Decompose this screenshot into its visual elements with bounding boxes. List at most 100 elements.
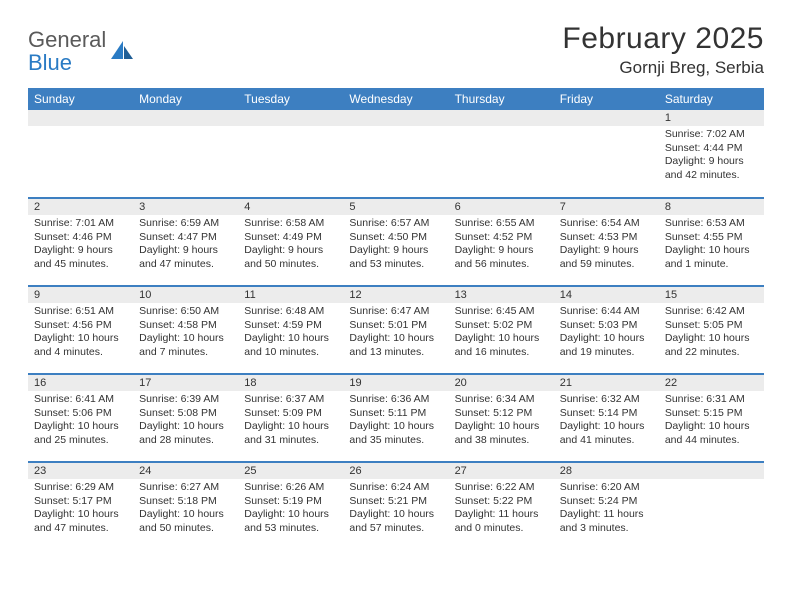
daylight-text: Daylight: 11 hours and 3 minutes. [560,508,653,535]
day-details: Sunrise: 6:51 AMSunset: 4:56 PMDaylight:… [28,303,133,364]
day-number: 19 [343,375,448,391]
daylight-text: Daylight: 10 hours and 16 minutes. [455,332,548,359]
day-number: 20 [449,375,554,391]
day-number [343,110,448,126]
sunset-text: Sunset: 4:49 PM [244,231,337,245]
sunset-text: Sunset: 5:17 PM [34,495,127,509]
sunrise-text: Sunrise: 6:26 AM [244,481,337,495]
sunrise-text: Sunrise: 6:50 AM [139,305,232,319]
location: Gornji Breg, Serbia [562,58,764,78]
day-number: 2 [28,199,133,215]
sunset-text: Sunset: 4:58 PM [139,319,232,333]
month-title: February 2025 [562,22,764,56]
sunset-text: Sunset: 5:22 PM [455,495,548,509]
day-number: 21 [554,375,659,391]
calendar-cell: 2Sunrise: 7:01 AMSunset: 4:46 PMDaylight… [28,198,133,286]
sunrise-text: Sunrise: 6:22 AM [455,481,548,495]
day-details [554,126,659,132]
day-header: Wednesday [343,88,448,110]
sunset-text: Sunset: 5:12 PM [455,407,548,421]
day-details: Sunrise: 6:27 AMSunset: 5:18 PMDaylight:… [133,479,238,540]
day-number [133,110,238,126]
daylight-text: Daylight: 11 hours and 0 minutes. [455,508,548,535]
day-number: 27 [449,463,554,479]
day-number: 22 [659,375,764,391]
sunset-text: Sunset: 4:47 PM [139,231,232,245]
day-number: 18 [238,375,343,391]
day-details: Sunrise: 6:59 AMSunset: 4:47 PMDaylight:… [133,215,238,276]
sunrise-text: Sunrise: 6:55 AM [455,217,548,231]
calendar-cell: 12Sunrise: 6:47 AMSunset: 5:01 PMDayligh… [343,286,448,374]
day-number: 9 [28,287,133,303]
sunset-text: Sunset: 5:03 PM [560,319,653,333]
day-number: 11 [238,287,343,303]
calendar-cell [554,110,659,198]
daylight-text: Daylight: 9 hours and 42 minutes. [665,155,758,182]
day-number: 8 [659,199,764,215]
day-details: Sunrise: 6:32 AMSunset: 5:14 PMDaylight:… [554,391,659,452]
daylight-text: Daylight: 10 hours and 38 minutes. [455,420,548,447]
header: General Blue February 2025 Gornji Breg, … [28,22,764,78]
day-number [238,110,343,126]
day-header: Thursday [449,88,554,110]
sunrise-text: Sunrise: 6:34 AM [455,393,548,407]
day-header: Tuesday [238,88,343,110]
calendar-body: 1Sunrise: 7:02 AMSunset: 4:44 PMDaylight… [28,110,764,550]
brand-text: General Blue [28,28,106,74]
day-number: 3 [133,199,238,215]
day-details: Sunrise: 6:54 AMSunset: 4:53 PMDaylight:… [554,215,659,276]
day-details: Sunrise: 7:01 AMSunset: 4:46 PMDaylight:… [28,215,133,276]
day-details: Sunrise: 6:58 AMSunset: 4:49 PMDaylight:… [238,215,343,276]
day-number: 14 [554,287,659,303]
day-details: Sunrise: 6:29 AMSunset: 5:17 PMDaylight:… [28,479,133,540]
day-details: Sunrise: 6:45 AMSunset: 5:02 PMDaylight:… [449,303,554,364]
day-details: Sunrise: 7:02 AMSunset: 4:44 PMDaylight:… [659,126,764,187]
daylight-text: Daylight: 9 hours and 50 minutes. [244,244,337,271]
day-details: Sunrise: 6:20 AMSunset: 5:24 PMDaylight:… [554,479,659,540]
daylight-text: Daylight: 10 hours and 25 minutes. [34,420,127,447]
day-details [343,126,448,132]
sunset-text: Sunset: 4:59 PM [244,319,337,333]
sunrise-text: Sunrise: 6:45 AM [455,305,548,319]
brand-word-2: Blue [28,50,72,75]
sunrise-text: Sunrise: 6:41 AM [34,393,127,407]
day-header: Saturday [659,88,764,110]
daylight-text: Daylight: 9 hours and 45 minutes. [34,244,127,271]
day-details [659,479,764,485]
day-details: Sunrise: 6:31 AMSunset: 5:15 PMDaylight:… [659,391,764,452]
calendar-cell: 28Sunrise: 6:20 AMSunset: 5:24 PMDayligh… [554,462,659,550]
calendar-cell: 15Sunrise: 6:42 AMSunset: 5:05 PMDayligh… [659,286,764,374]
calendar-cell: 19Sunrise: 6:36 AMSunset: 5:11 PMDayligh… [343,374,448,462]
calendar-cell [343,110,448,198]
day-number: 6 [449,199,554,215]
day-details [28,126,133,132]
calendar-cell: 22Sunrise: 6:31 AMSunset: 5:15 PMDayligh… [659,374,764,462]
day-number: 25 [238,463,343,479]
calendar-week-row: 16Sunrise: 6:41 AMSunset: 5:06 PMDayligh… [28,374,764,462]
sunrise-text: Sunrise: 6:39 AM [139,393,232,407]
day-header: Friday [554,88,659,110]
sunset-text: Sunset: 5:14 PM [560,407,653,421]
calendar-table: Sunday Monday Tuesday Wednesday Thursday… [28,88,764,550]
calendar-week-row: 23Sunrise: 6:29 AMSunset: 5:17 PMDayligh… [28,462,764,550]
sunset-text: Sunset: 5:15 PM [665,407,758,421]
day-number: 7 [554,199,659,215]
day-header-row: Sunday Monday Tuesday Wednesday Thursday… [28,88,764,110]
daylight-text: Daylight: 10 hours and 13 minutes. [349,332,442,359]
daylight-text: Daylight: 10 hours and 35 minutes. [349,420,442,447]
calendar-cell [28,110,133,198]
sunrise-text: Sunrise: 6:31 AM [665,393,758,407]
calendar-week-row: 9Sunrise: 6:51 AMSunset: 4:56 PMDaylight… [28,286,764,374]
sunset-text: Sunset: 4:50 PM [349,231,442,245]
calendar-cell: 4Sunrise: 6:58 AMSunset: 4:49 PMDaylight… [238,198,343,286]
calendar-cell [133,110,238,198]
daylight-text: Daylight: 9 hours and 53 minutes. [349,244,442,271]
sunrise-text: Sunrise: 6:27 AM [139,481,232,495]
sunset-text: Sunset: 4:53 PM [560,231,653,245]
day-number: 26 [343,463,448,479]
day-details: Sunrise: 6:36 AMSunset: 5:11 PMDaylight:… [343,391,448,452]
title-block: February 2025 Gornji Breg, Serbia [562,22,764,78]
daylight-text: Daylight: 10 hours and 53 minutes. [244,508,337,535]
sunset-text: Sunset: 5:02 PM [455,319,548,333]
sunset-text: Sunset: 5:24 PM [560,495,653,509]
